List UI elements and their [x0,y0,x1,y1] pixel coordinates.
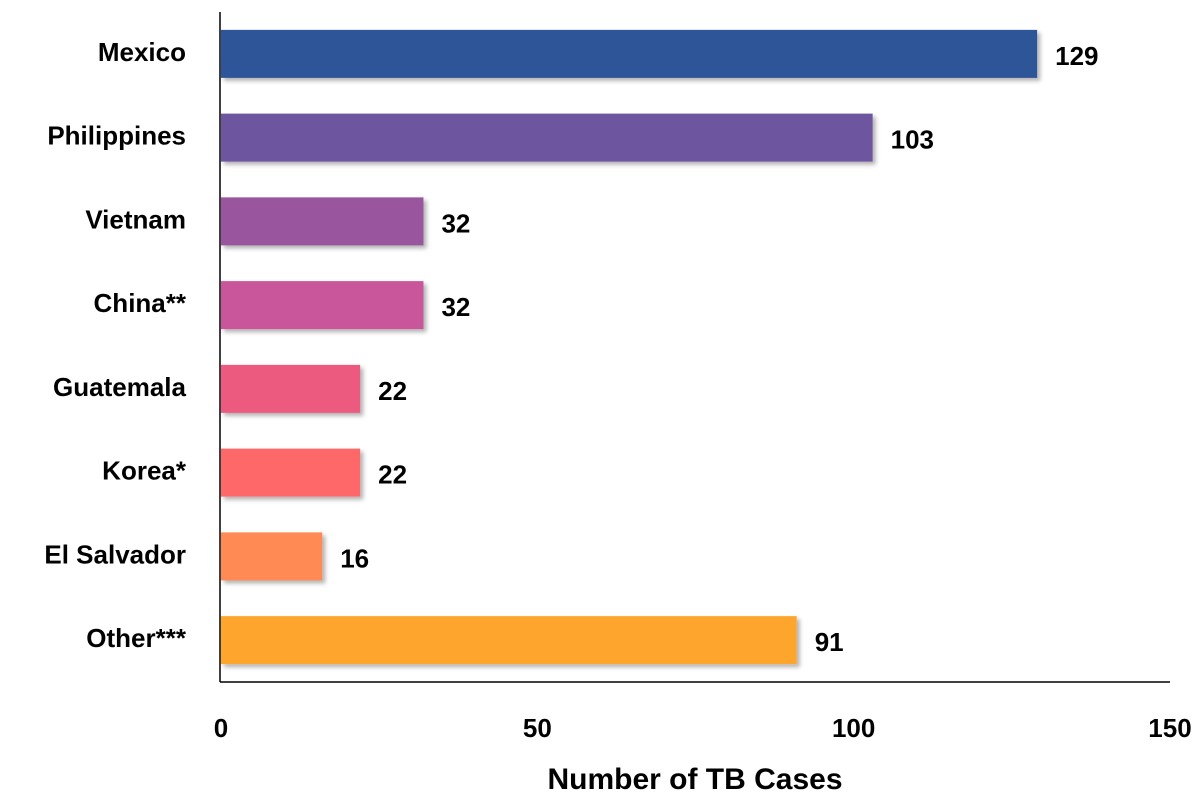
x-tick-label: 50 [523,713,552,743]
value-label: 32 [441,208,470,238]
bar [221,29,1038,78]
value-label: 91 [815,627,844,657]
x-tick-label: 100 [832,713,875,743]
y-tick-label: Korea* [102,456,187,486]
y-tick-label: El Salvador [44,539,186,569]
value-label: 129 [1055,41,1098,71]
y-tick-label: China** [94,288,187,318]
y-tick-label: Vietnam [85,204,186,234]
value-label: 22 [378,376,407,406]
y-tick-label: Mexico [98,37,186,67]
value-label: 16 [340,543,369,573]
bar [221,448,361,497]
x-tick-label: 0 [214,713,228,743]
bar [221,532,323,581]
x-tick-label: 150 [1148,713,1191,743]
x-axis-title: Number of TB Cases [547,763,842,796]
y-tick-label: Philippines [47,121,186,151]
value-label: 32 [441,292,470,322]
bar [221,281,424,330]
bar [221,113,873,162]
bar [221,364,361,413]
bar [221,616,797,665]
bar [221,197,424,246]
y-tick-label: Other*** [86,623,187,653]
y-tick-label: Guatemala [53,372,186,402]
value-label: 22 [378,460,407,490]
value-label: 103 [891,125,934,155]
